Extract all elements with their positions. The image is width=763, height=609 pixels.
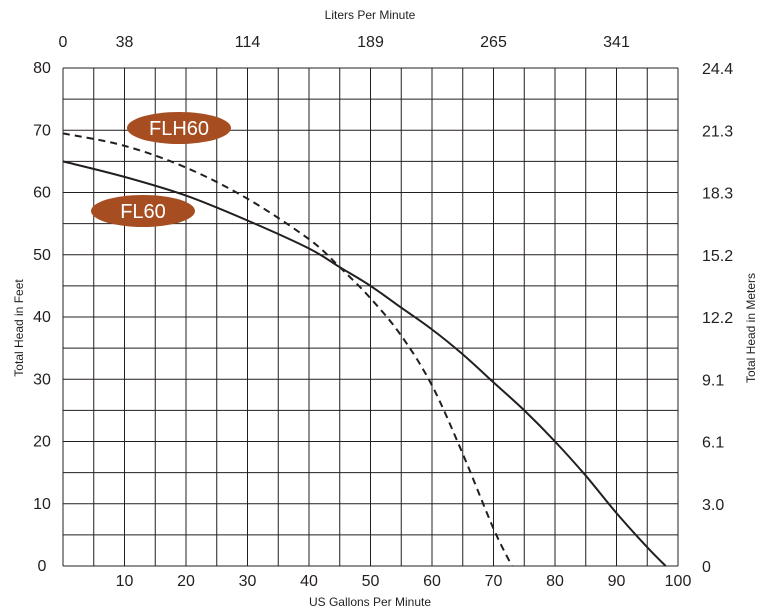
series-label-text: FLH60 [149,118,209,140]
y-tick-label: 40 [33,309,51,326]
series-lines [62,132,667,567]
y2-tick-label: 9.1 [702,372,724,389]
x2-tick-label: 0 [59,34,68,51]
tick-labels: 10 20 30 40 50 60 70 80 90 100 0 10 20 30 40 50 60 70 80 0 3… [33,34,733,590]
x-tick-label: 30 [239,573,257,590]
series-label-fl60: FL60 [91,195,195,227]
y2-tick-label: 0 [702,559,711,576]
x2-tick-label: 189 [357,34,384,51]
x-tick-label: 60 [423,573,441,590]
x-tick-label: 40 [300,573,318,590]
x2-axis-title: Liters Per Minute [325,8,416,22]
y2-tick-label: 21.3 [702,123,733,140]
x-axis-title: US Gallons Per Minute [309,595,431,609]
y2-tick-label: 6.1 [702,435,724,452]
x2-tick-label: 38 [116,34,134,51]
x-tick-label: 70 [485,573,503,590]
series-label-text: FL60 [120,201,166,223]
y-tick-label: 30 [33,371,51,388]
y-axis-title: Total Head in Feet [12,279,26,377]
x2-tick-label: 265 [480,34,507,51]
y-tick-label: 60 [33,185,51,202]
grid [62,67,679,567]
y2-tick-label: 15.2 [702,248,733,265]
y2-tick-label: 3.0 [702,497,724,514]
y2-tick-label: 18.3 [702,186,733,203]
y-tick-label: 80 [33,60,51,77]
series-labels: FL60 FLH60 [91,112,231,227]
x2-tick-label: 114 [235,34,261,51]
x-tick-label: 80 [546,573,564,590]
y-tick-label: 50 [33,247,51,264]
y-tick-label: 70 [33,122,51,139]
y-tick-label: 20 [33,434,51,451]
y2-tick-label: 24.4 [702,61,733,78]
y2-axis-title: Total Head in Meters [744,273,758,383]
x-tick-label: 50 [362,573,380,590]
x2-tick-label: 341 [603,34,630,51]
y-tick-label: 0 [38,558,47,575]
series-label-badge [127,112,231,144]
series-label-badge [91,195,195,227]
x-tick-label: 90 [608,573,626,590]
series-label-flh60: FLH60 [127,112,231,144]
x-tick-label: 100 [665,573,692,590]
x-tick-label: 10 [116,573,134,590]
x-tick-label: 20 [177,573,195,590]
y2-tick-label: 12.2 [702,310,733,327]
series-line-flh60 [62,132,513,567]
series-line-fl60 [62,160,667,567]
y-tick-label: 10 [33,496,51,513]
